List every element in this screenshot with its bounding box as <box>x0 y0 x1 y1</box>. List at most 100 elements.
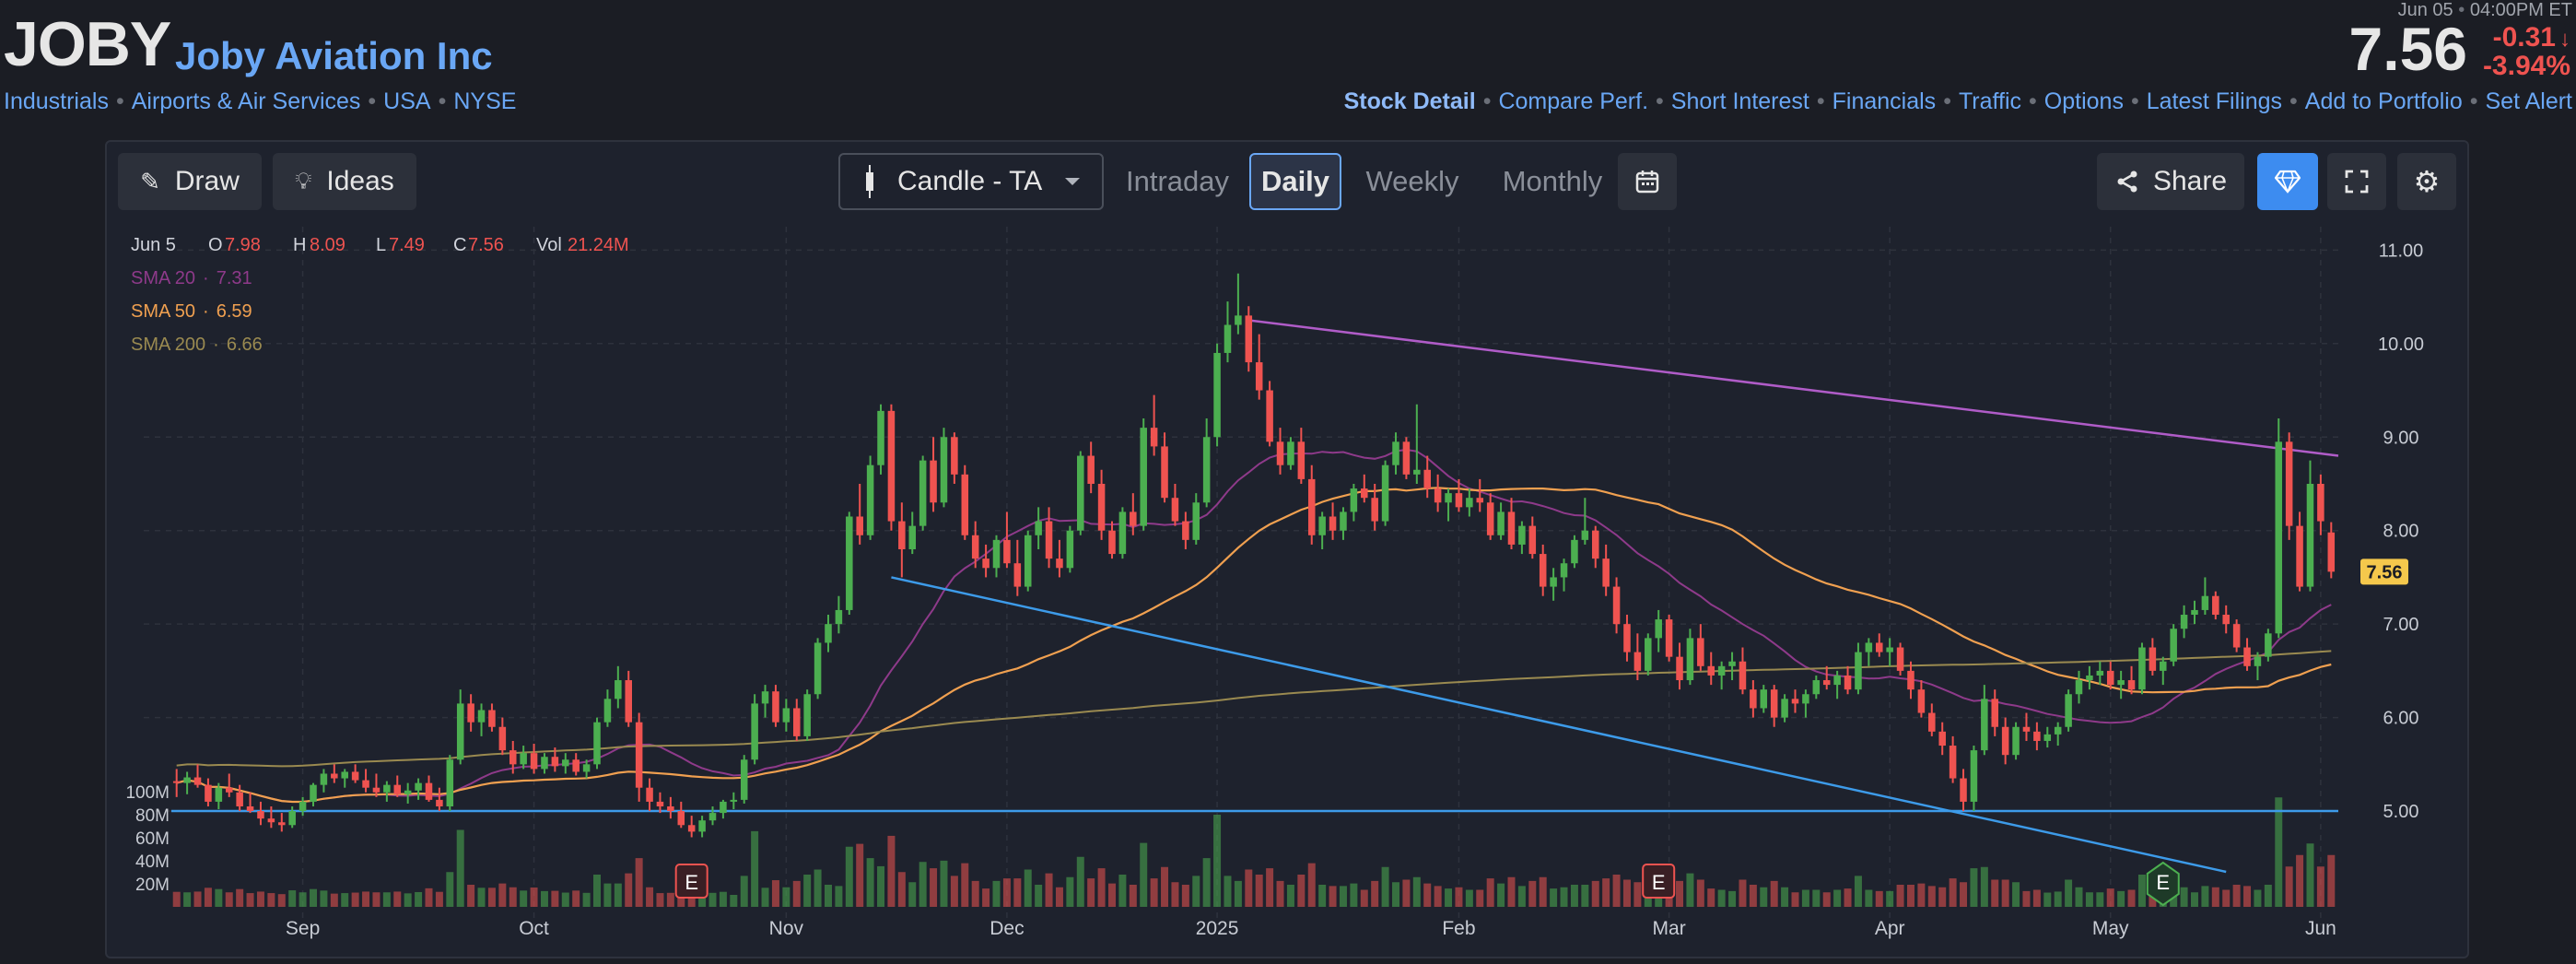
candle-body <box>1981 699 1988 751</box>
volume-bar <box>1045 873 1053 907</box>
candle-body <box>1340 511 1347 531</box>
company-name[interactable]: Joby Aviation Inc <box>175 34 493 77</box>
link-exchange[interactable]: NYSE <box>453 88 517 114</box>
chart-legend: Jun 5 O 7.98 H 8.09 L 7.49 C 7.56 Vol 21… <box>131 235 629 355</box>
nav-traffic[interactable]: Traffic <box>1958 88 2022 114</box>
earnings-marker[interactable]: E <box>2146 861 2180 907</box>
legend-sma200: SMA 200 · 6.66 <box>131 335 263 355</box>
candle-body <box>1739 661 1747 690</box>
volume-bar <box>887 835 896 907</box>
ideas-button[interactable]: 💡︎ Ideas <box>273 153 416 210</box>
volume-bar <box>803 875 812 907</box>
candle-body <box>825 624 832 643</box>
volume-bar <box>845 846 853 907</box>
tab-daily[interactable]: Daily <box>1249 153 1341 210</box>
volume-bar <box>2085 892 2093 907</box>
earnings-marker[interactable]: E <box>1642 864 1676 899</box>
volume-bar <box>1381 866 1389 907</box>
candle-body <box>1077 455 1084 531</box>
candle-body <box>1486 502 1494 535</box>
volume-bar <box>1581 885 1589 907</box>
candle-body <box>2106 670 2114 686</box>
date-range-button[interactable] <box>1618 153 1677 210</box>
link-sector[interactable]: Industrials <box>4 88 109 114</box>
volume-bar <box>656 893 664 907</box>
candle-body <box>183 777 191 783</box>
nav-compare-perf[interactable]: Compare Perf. <box>1498 88 1649 114</box>
nav-set-alert[interactable]: Set Alert <box>2485 88 2573 114</box>
separator: • <box>368 88 377 114</box>
volume-bar <box>2117 890 2125 907</box>
volume-bar <box>1812 889 1821 907</box>
separator: • <box>1816 88 1825 114</box>
volume-bar <box>1696 879 1704 907</box>
candle-body <box>383 784 391 793</box>
nav-stock-detail[interactable]: Stock Detail <box>1343 88 1476 114</box>
draw-button[interactable]: ✎ Draw <box>118 153 262 210</box>
candle-body <box>961 474 969 535</box>
candle-body <box>1697 638 1704 666</box>
diamond-icon <box>2274 170 2301 194</box>
candle-body <box>2127 680 2136 690</box>
volume-bar <box>950 876 958 907</box>
candlesticks <box>172 273 2336 838</box>
volume-bar <box>2275 797 2283 907</box>
volume-bar <box>1739 879 1747 907</box>
support-trendline <box>891 576 2227 874</box>
candle-body <box>919 460 927 526</box>
y-tick-label: 7.00 <box>2383 615 2419 635</box>
volume-bar <box>1318 885 1327 907</box>
nav-latest-filings[interactable]: Latest Filings <box>2146 88 2283 114</box>
candle-body <box>1717 665 1726 676</box>
volume-bar <box>1917 883 1926 907</box>
earnings-marker[interactable]: E <box>674 864 708 899</box>
volume-bar <box>897 872 906 907</box>
tab-intraday[interactable]: Intraday <box>1125 165 1229 197</box>
candle-body <box>2012 726 2020 756</box>
volume-bar <box>2327 854 2336 907</box>
volume-bar <box>2096 892 2104 907</box>
candle-body <box>1150 428 1158 447</box>
volume-bar <box>1560 887 1568 907</box>
chart-type-select[interactable]: Candle - TA <box>838 153 1104 210</box>
fullscreen-button[interactable] <box>2327 153 2386 210</box>
candle-body <box>1350 488 1358 512</box>
volume-bar <box>2191 892 2198 907</box>
nav-financials[interactable]: Financials <box>1832 88 1937 114</box>
nav-add-to-portfolio[interactable]: Add to Portfolio <box>2304 88 2463 114</box>
candle-body <box>603 699 612 723</box>
volume-bar <box>2232 885 2241 907</box>
candle-body <box>1875 642 1883 652</box>
candle-body <box>1245 315 1253 363</box>
legend-close-label: C <box>453 235 466 255</box>
candle-body <box>1118 511 1127 555</box>
nav-options[interactable]: Options <box>2043 88 2124 114</box>
link-industry[interactable]: Airports & Air Services <box>131 88 361 114</box>
candle-body <box>246 805 254 812</box>
candle-body <box>1466 498 1473 508</box>
candle-body <box>2243 647 2251 666</box>
candle-body <box>215 787 223 802</box>
separator: • <box>1943 88 1951 114</box>
link-country[interactable]: USA <box>383 88 431 114</box>
candle-body <box>1171 498 1179 522</box>
volume-bar <box>551 890 559 907</box>
settings-button[interactable]: ⚙ <box>2397 153 2456 210</box>
share-button[interactable]: Share <box>2097 153 2244 210</box>
volume-bar <box>2127 889 2136 907</box>
sma50-label: SMA 50 <box>131 301 195 322</box>
candle-body <box>341 771 348 779</box>
tab-weekly[interactable]: Weekly <box>1365 165 1459 197</box>
tab-monthly[interactable]: Monthly <box>1502 165 1603 197</box>
nav-short-interest[interactable]: Short Interest <box>1670 88 1809 114</box>
volume-bar <box>1507 876 1516 907</box>
x-tick-label: Apr <box>1875 918 1905 939</box>
premium-button[interactable] <box>2257 153 2318 210</box>
price-chart[interactable]: 11.00 10.00 9.00 8.00 7.00 6.00 5.00 Sep Oct Nov D… <box>107 227 2467 955</box>
quote-date: Jun 05 <box>2397 0 2453 20</box>
y-tick-label: 6.00 <box>2383 709 2419 729</box>
x-tick-label: Mar <box>1653 918 1686 939</box>
volume-bar <box>1927 886 1936 907</box>
candle-body <box>2075 680 2083 695</box>
legend-low: 7.49 <box>389 235 425 255</box>
